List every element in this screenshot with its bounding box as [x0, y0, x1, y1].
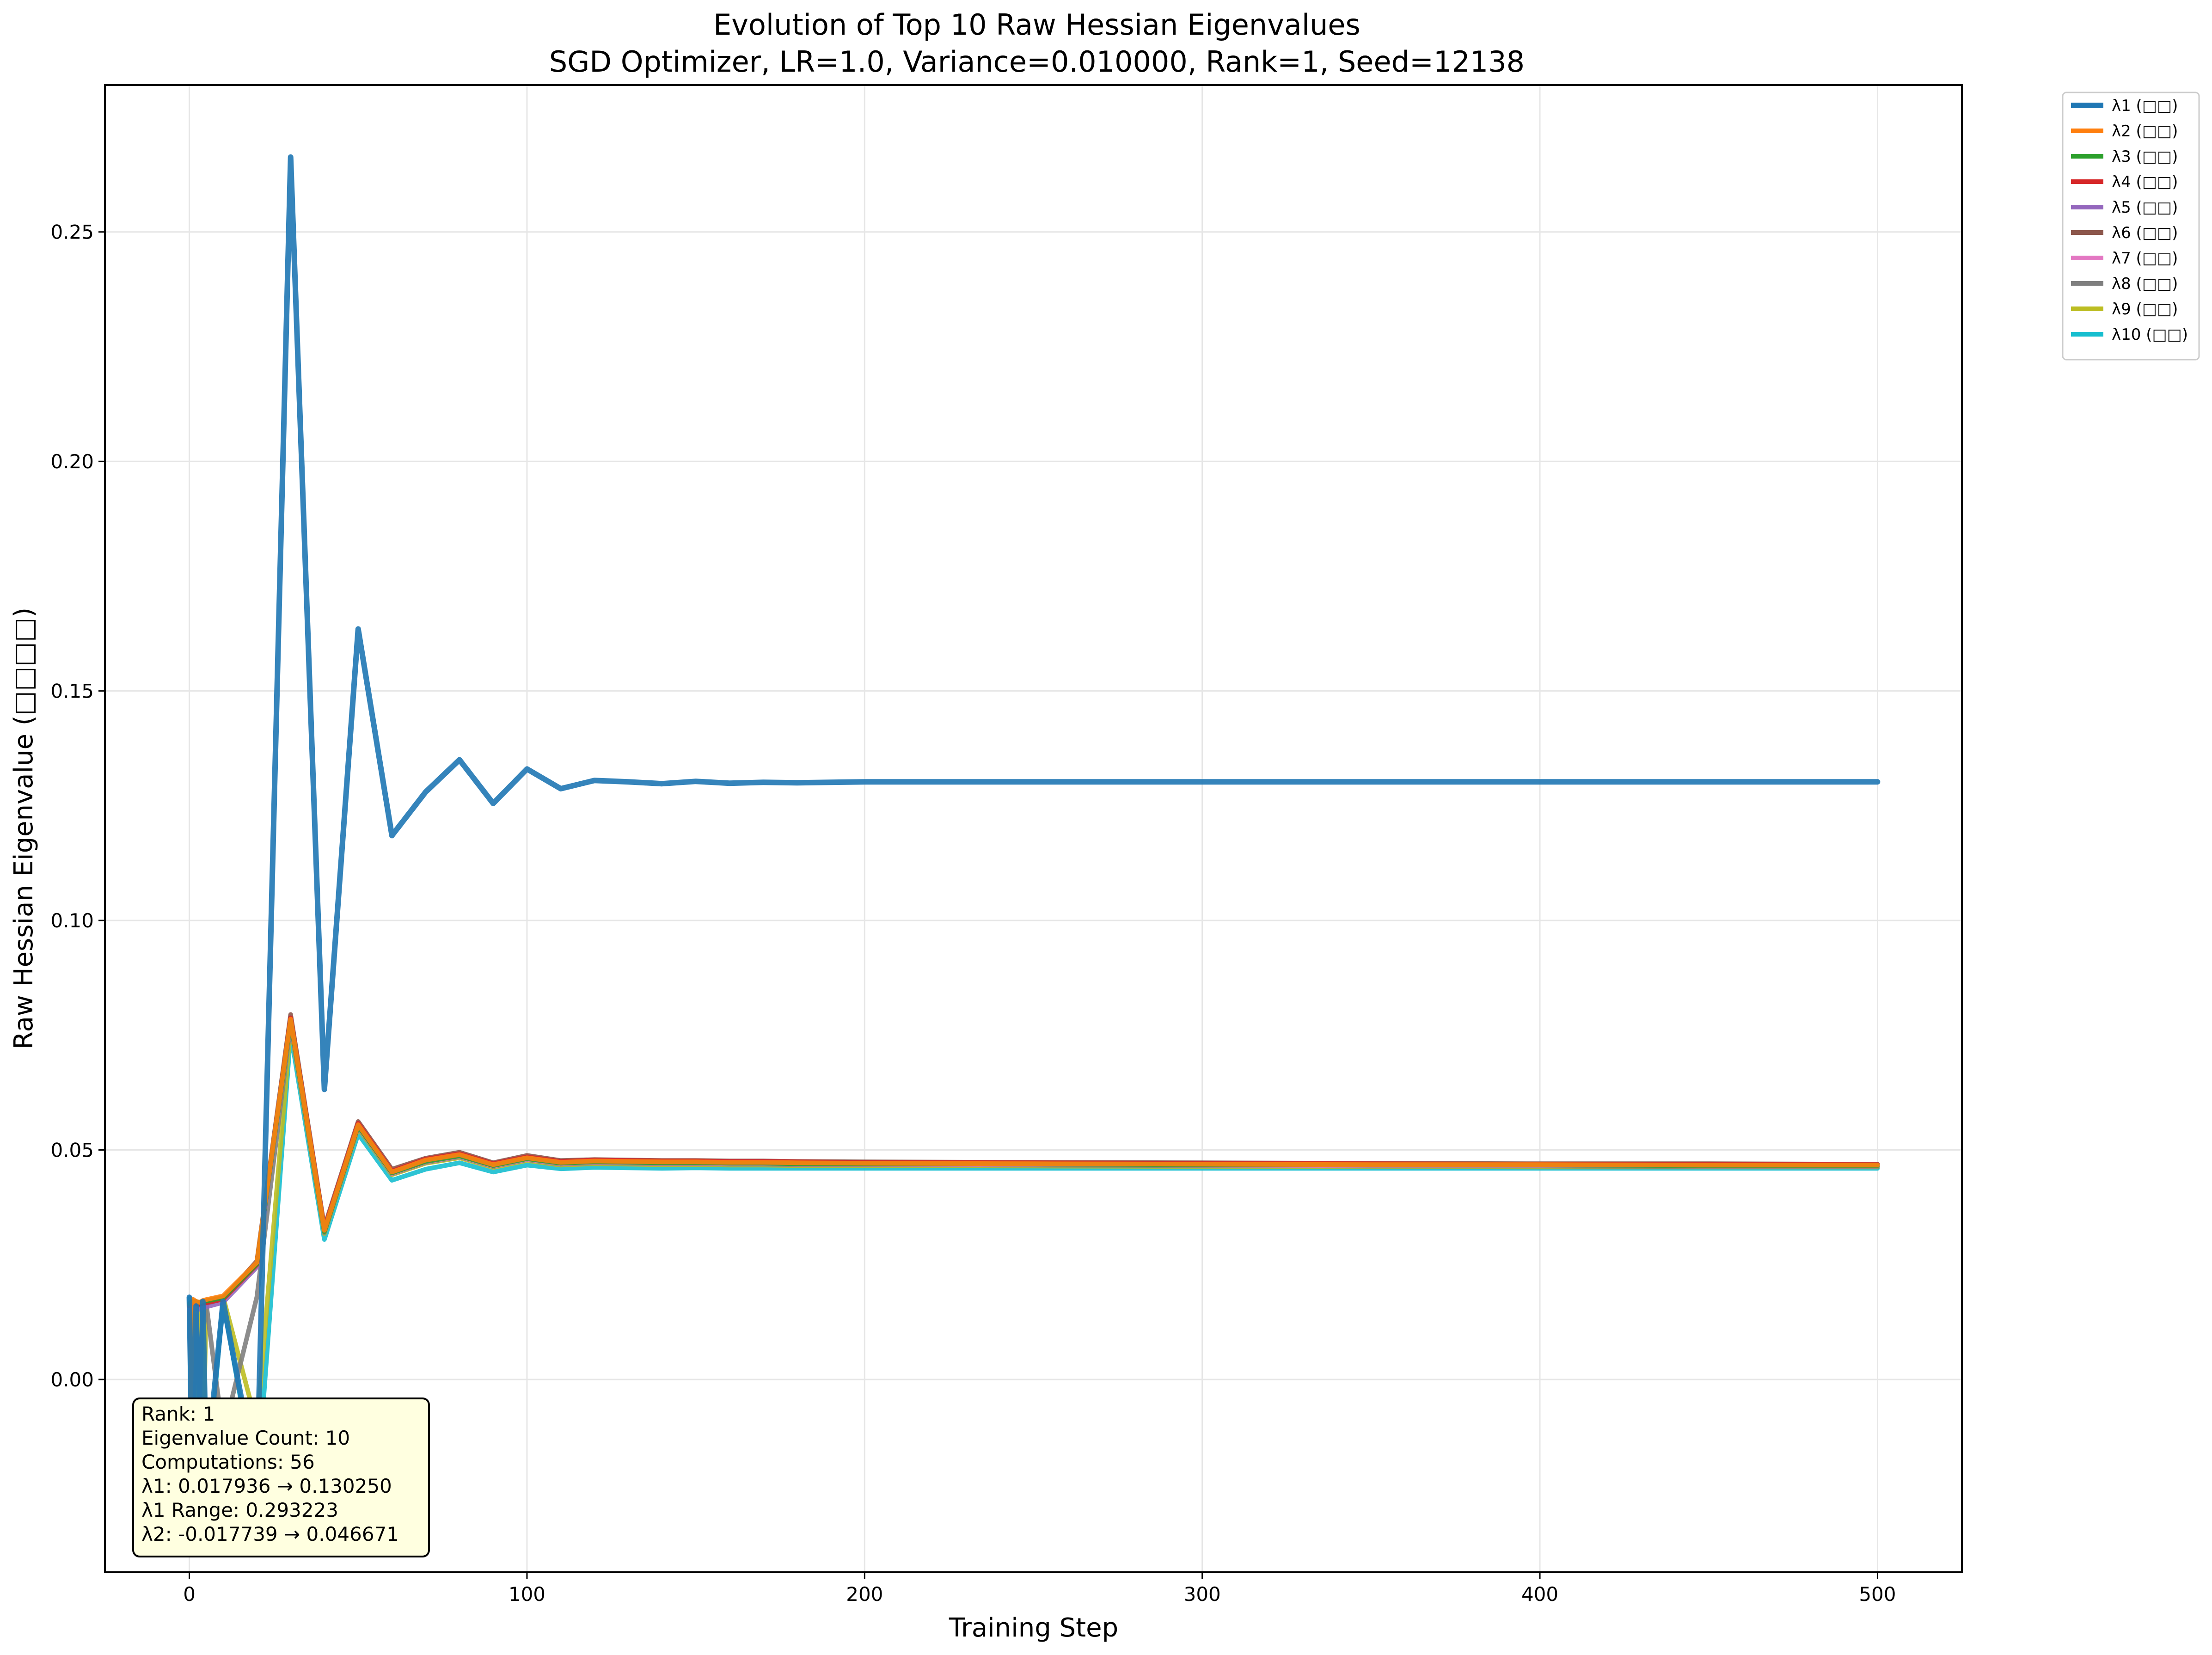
- annotation-box-frame: [132, 1398, 430, 1557]
- x-axis: 0 100 200 300 400 500: [183, 1572, 1896, 1606]
- y-tick-label: 0.05: [50, 1139, 94, 1162]
- y-tick-label: 0.25: [50, 221, 94, 244]
- annotation-line: λ2: -0.017739 → 0.046671: [141, 1523, 399, 1545]
- legend-entry-label: λ7 (□□): [2112, 249, 2178, 268]
- x-tick-label: 300: [1184, 1583, 1221, 1606]
- x-axis-label: Training Step: [949, 1613, 1118, 1643]
- annotation-line: Rank: 1: [141, 1403, 215, 1425]
- annotation-line: Eigenvalue Count: 10: [141, 1427, 350, 1449]
- x-tick-label: 0: [183, 1583, 196, 1606]
- chart-subtitle: SGD Optimizer, LR=1.0, Variance=0.010000…: [549, 45, 1525, 79]
- y-axis: 0.00 0.05 0.10 0.15 0.20 0.25: [50, 221, 105, 1391]
- annotation-line: Computations: 56: [141, 1451, 315, 1473]
- y-tick-label: 0.00: [50, 1368, 94, 1391]
- legend-entry-label: λ6 (□□): [2112, 224, 2178, 242]
- x-tick-label: 200: [846, 1583, 883, 1606]
- chart-title: Evolution of Top 10 Raw Hessian Eigenval…: [713, 8, 1360, 42]
- legend-entry-label: λ4 (□□): [2112, 173, 2178, 191]
- annotation-line: λ1 Range: 0.293223: [141, 1499, 338, 1521]
- legend-entry-label: λ1 (□□): [2112, 97, 2178, 115]
- legend-entry-label: λ5 (□□): [2112, 198, 2178, 217]
- x-tick-label: 100: [509, 1583, 545, 1606]
- series-lines: [186, 154, 1881, 1520]
- x-tick-label: 400: [1521, 1583, 1558, 1606]
- plot-area-frame: [104, 84, 1963, 1573]
- y-tick-label: 0.15: [50, 680, 94, 703]
- annotation-line: λ1: 0.017936 → 0.130250: [141, 1475, 392, 1497]
- legend-entry-label: λ2 (□□): [2112, 122, 2178, 141]
- legend-entry-label: λ3 (□□): [2112, 147, 2178, 166]
- x-tick-label: 500: [1859, 1583, 1896, 1606]
- grid-lines: [105, 85, 1962, 1572]
- y-axis-label: Raw Hessian Eigenvalue (□□□□): [9, 607, 39, 1049]
- legend-entry-label: λ8 (□□): [2112, 275, 2178, 293]
- legend-entry-label: λ10 (□□): [2112, 325, 2188, 344]
- y-tick-label: 0.10: [50, 909, 94, 932]
- series-line-lambda-2: [187, 1017, 1880, 1463]
- legend-frame: [2062, 92, 2200, 361]
- legend: λ1 (□□) λ2 (□□) λ3 (□□) λ4 (□□) λ5 (□□) λ6 (□…: [2062, 92, 2200, 361]
- y-tick-label: 0.20: [50, 450, 94, 473]
- legend-entry-label: λ9 (□□): [2112, 300, 2178, 319]
